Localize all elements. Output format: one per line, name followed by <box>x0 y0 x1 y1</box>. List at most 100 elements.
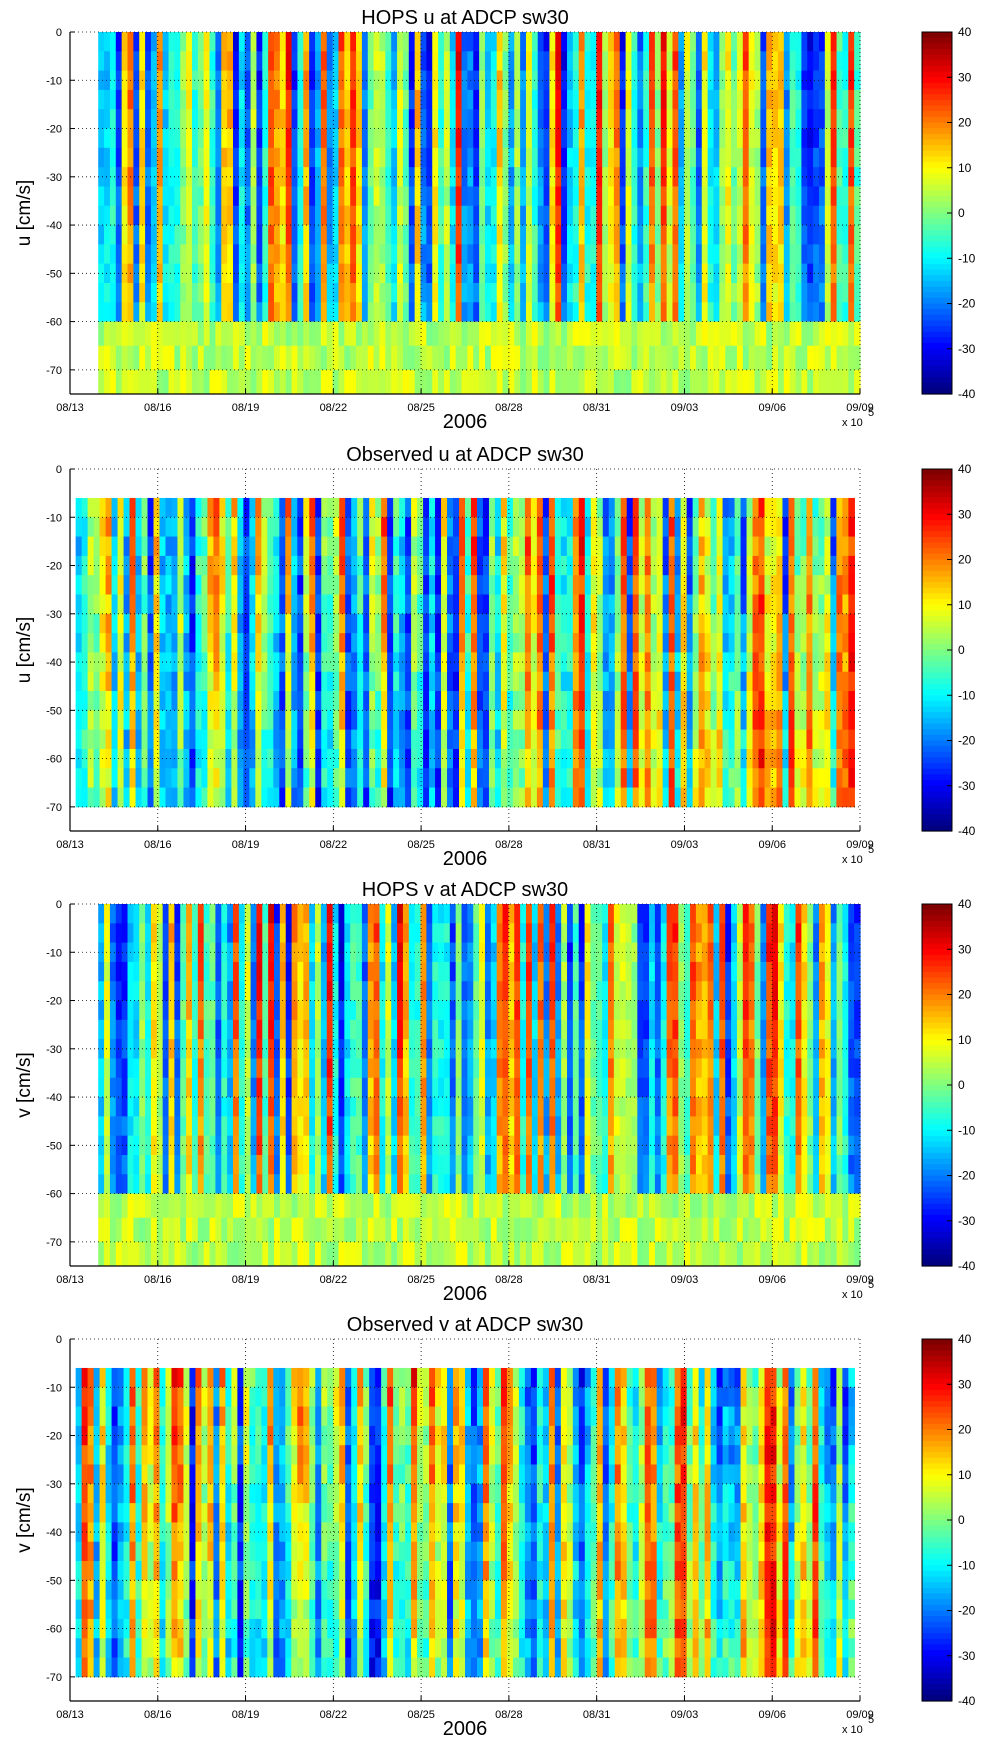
heatmap-cell <box>602 768 610 788</box>
heatmap-cell <box>783 70 791 91</box>
heatmap-cell <box>543 89 551 110</box>
heatmap-cell <box>572 555 580 576</box>
heatmap-cell <box>109 147 117 168</box>
heatmap-cell <box>654 244 662 265</box>
heatmap-cell <box>150 109 158 129</box>
heatmap-cell <box>836 32 844 52</box>
heatmap-cell <box>548 555 556 576</box>
heatmap-cell <box>255 787 262 808</box>
heatmap-cell <box>514 186 521 207</box>
heatmap-cell <box>830 517 837 537</box>
heatmap-cell <box>279 205 287 226</box>
heatmap-cell <box>171 768 179 788</box>
heatmap-cell <box>153 691 161 711</box>
heatmap-cell <box>391 147 398 168</box>
heatmap-cell <box>399 787 406 808</box>
colorbar-step <box>922 700 952 708</box>
heatmap-cell <box>830 186 838 207</box>
heatmap-cell <box>213 748 221 769</box>
colorbar-step <box>922 683 952 691</box>
heatmap-cell <box>734 787 742 808</box>
heatmap-cell <box>830 923 838 944</box>
heatmap-cell <box>806 748 814 769</box>
heatmap-cell <box>455 89 463 110</box>
heatmap-cell <box>698 497 706 518</box>
heatmap-cell <box>596 345 603 371</box>
heatmap-cell <box>256 244 263 265</box>
heatmap-cell <box>525 51 533 72</box>
heatmap-cell <box>165 710 173 731</box>
heatmap-cell <box>561 51 568 72</box>
heatmap-cell <box>237 517 244 537</box>
heatmap-cell <box>488 555 496 576</box>
heatmap-cell <box>764 748 772 769</box>
heatmap-cell <box>760 345 767 371</box>
heatmap-cell <box>602 691 610 711</box>
heatmap-cell <box>461 89 468 110</box>
heatmap-cell <box>830 167 838 187</box>
heatmap-cell <box>638 613 646 634</box>
colorbar-step <box>922 678 952 685</box>
heatmap-cell <box>243 671 250 692</box>
heatmap-cell <box>344 167 351 187</box>
heatmap-cell <box>455 923 463 944</box>
heatmap-cell <box>473 263 480 284</box>
x-tick-label: 09/09 <box>846 839 874 851</box>
x-tick-label: 09/03 <box>671 402 699 414</box>
heatmap-cell <box>459 787 466 808</box>
heatmap-cell <box>141 691 149 711</box>
heatmap-cell <box>111 594 119 615</box>
heatmap-cell <box>438 51 445 72</box>
heatmap-cell <box>758 633 766 653</box>
heatmap-cell <box>309 517 316 537</box>
heatmap-cell <box>752 729 760 750</box>
heatmap-cell <box>514 128 521 149</box>
heatmap-cell <box>560 671 568 692</box>
heatmap-cell <box>836 768 843 788</box>
heatmap-cell <box>344 205 351 226</box>
heatmap-cell <box>391 89 398 110</box>
heatmap-cell <box>465 536 472 557</box>
heatmap-cell <box>147 536 155 557</box>
heatmap-cell <box>518 497 526 518</box>
heatmap-cell <box>147 691 155 711</box>
heatmap-cell <box>309 244 316 265</box>
heatmap-cell <box>98 244 105 265</box>
heatmap-cell <box>133 32 140 52</box>
heatmap-cell <box>836 729 843 750</box>
heatmap-cell <box>381 497 388 518</box>
heatmap-cell <box>602 89 609 110</box>
heatmap-cell <box>484 923 492 944</box>
heatmap-cell <box>631 147 638 168</box>
heatmap-cell <box>186 70 193 91</box>
heatmap-cell <box>660 51 668 72</box>
heatmap-cell <box>613 345 621 371</box>
heatmap-cell <box>818 594 826 615</box>
heatmap-cell <box>447 575 454 595</box>
heatmap-cell <box>572 575 580 595</box>
colorbar-step <box>922 377 952 384</box>
heatmap-cell <box>315 613 322 634</box>
heatmap-cell <box>836 923 844 944</box>
heatmap-cell <box>357 555 364 576</box>
heatmap-cell <box>764 497 772 518</box>
heatmap-cell <box>162 282 170 303</box>
heatmap-cell <box>788 594 796 615</box>
heatmap-cell <box>620 768 628 788</box>
heatmap-cell <box>584 32 592 52</box>
colorbar-step <box>922 768 952 776</box>
heatmap-cell <box>338 923 345 944</box>
heatmap-cell <box>531 147 539 168</box>
heatmap-cell <box>836 128 844 149</box>
heatmap-cell <box>561 263 568 284</box>
heatmap-cell <box>357 536 364 557</box>
heatmap-cell <box>215 923 222 944</box>
heatmap-cell <box>722 555 730 576</box>
heatmap-cell <box>536 710 544 731</box>
heatmap-cell <box>426 167 433 187</box>
colorbar-step <box>922 593 952 600</box>
heatmap-cell <box>500 748 508 769</box>
heatmap-cell <box>801 904 808 924</box>
heatmap-cell <box>417 768 424 788</box>
heatmap-cell <box>554 497 562 518</box>
